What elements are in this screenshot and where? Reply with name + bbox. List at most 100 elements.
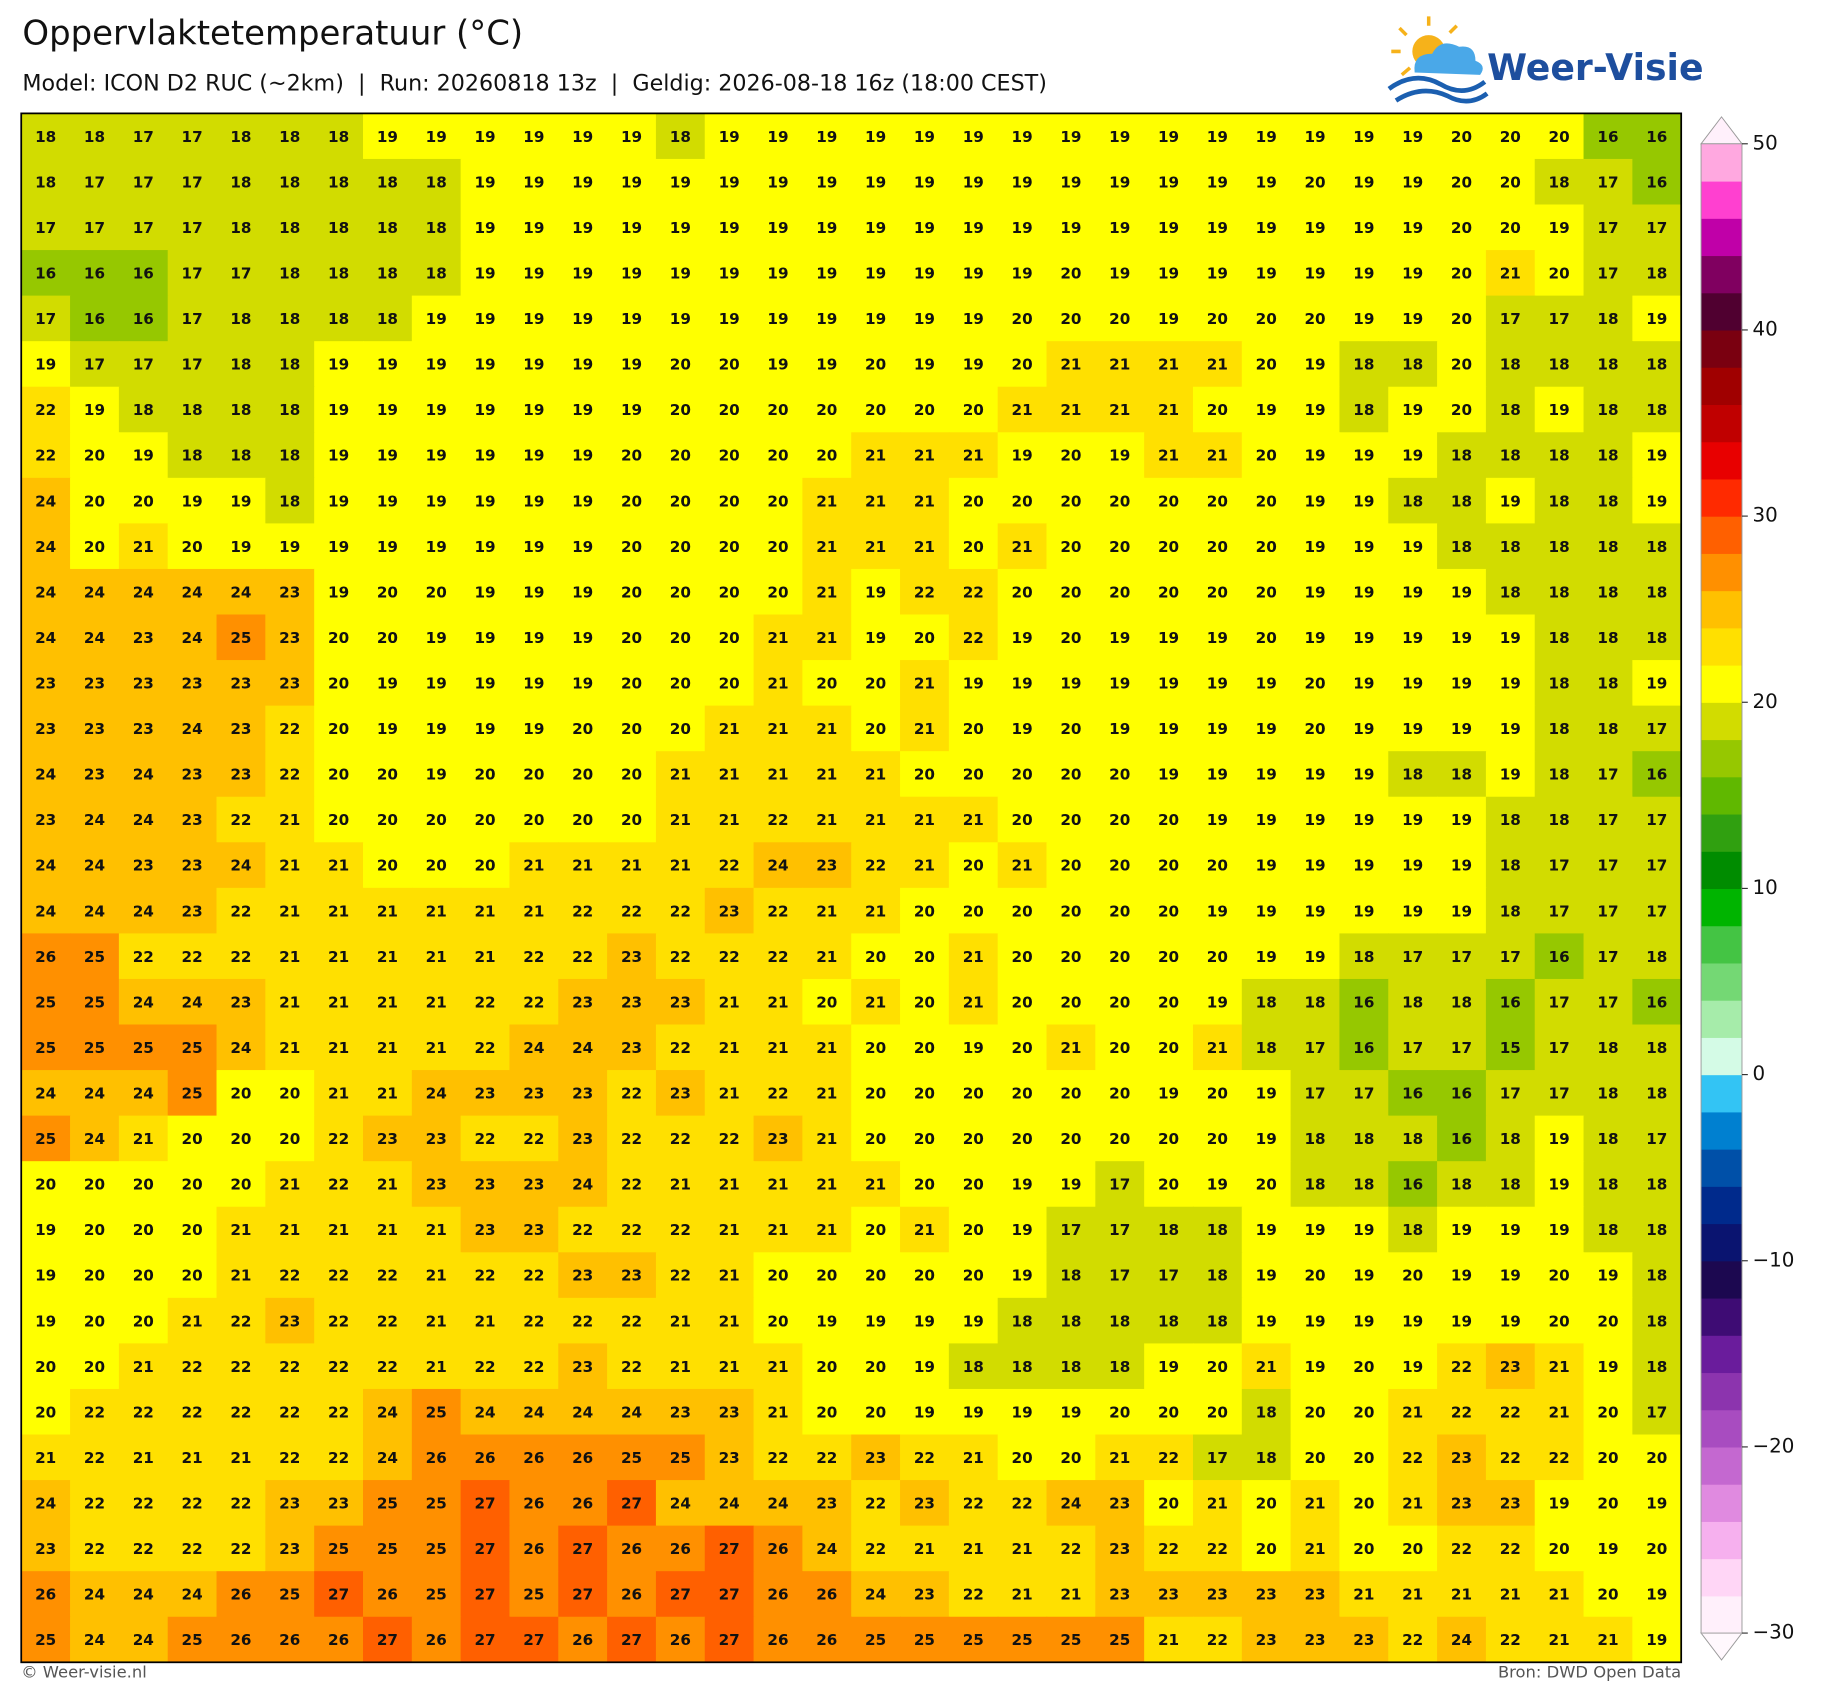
temperature-label: 21	[1256, 1358, 1277, 1376]
temperature-cell	[1192, 842, 1243, 889]
temperature-label: 20	[1256, 356, 1277, 374]
temperature-label: 19	[523, 583, 544, 601]
temperature-label: 25	[426, 1586, 447, 1604]
temperature-cell	[900, 568, 950, 616]
temperature-label: 21	[328, 1039, 349, 1057]
temperature-label: 19	[670, 310, 691, 328]
temperature-cell	[1388, 751, 1438, 798]
temperature-label: 19	[1304, 811, 1325, 829]
temperature-cell	[1095, 1388, 1145, 1436]
temperature-cell	[1095, 1525, 1145, 1572]
temperature-label: 20	[133, 492, 154, 510]
temperature-label: 20	[1158, 1176, 1179, 1194]
temperature-cell	[1437, 432, 1487, 479]
temperature-cell	[1046, 705, 1097, 752]
temperature-cell	[948, 295, 999, 342]
temperature-label: 20	[1109, 766, 1130, 784]
temperature-cell	[1632, 1161, 1682, 1208]
temperature-cell	[509, 1161, 559, 1208]
temperature-label: 20	[865, 1267, 886, 1285]
temperature-cell	[802, 477, 852, 525]
temperature-label: 20	[865, 1085, 886, 1103]
temperature-label: 21	[670, 1312, 691, 1330]
temperature-cell	[900, 1024, 950, 1071]
temperature-cell	[167, 1024, 218, 1071]
temperature-cell	[1290, 386, 1341, 433]
temperature-cell	[362, 978, 413, 1026]
temperature-cell	[1583, 1024, 1634, 1071]
temperature-cell	[1534, 432, 1585, 479]
temperature-label: 19	[1158, 629, 1179, 647]
temperature-label: 20	[767, 538, 788, 556]
temperature-cell	[411, 113, 462, 160]
temperature-cell	[948, 1206, 999, 1253]
temperature-label: 19	[963, 1039, 984, 1057]
temperature-cell	[1095, 1571, 1145, 1618]
temperature-cell	[1095, 568, 1145, 616]
temperature-label: 19	[1353, 857, 1374, 875]
temperature-label: 16	[1646, 173, 1667, 191]
temperature-cell	[655, 523, 706, 570]
temperature-label: 19	[572, 629, 593, 647]
temperature-label: 23	[182, 675, 203, 693]
temperature-label: 17	[1402, 1039, 1423, 1057]
temperature-label: 19	[1500, 720, 1521, 738]
temperature-cell	[216, 250, 267, 297]
temperature-label: 20	[914, 629, 935, 647]
temperature-label: 23	[35, 675, 56, 693]
temperature-cell	[948, 1434, 999, 1481]
temperature-label: 22	[279, 1267, 300, 1285]
temperature-label: 20	[1012, 1449, 1033, 1467]
temperature-label: 23	[523, 1085, 544, 1103]
temperature-cell	[21, 1525, 71, 1572]
temperature-cell	[558, 933, 608, 980]
temperature-label: 21	[279, 1176, 300, 1194]
temperature-label: 26	[670, 1540, 691, 1558]
temperature-label: 19	[426, 128, 447, 146]
temperature-label: 17	[1304, 1039, 1325, 1057]
temperature-cell	[118, 341, 169, 388]
temperature-cell	[1388, 1525, 1438, 1572]
temperature-cell	[997, 1070, 1048, 1117]
temperature-label: 19	[1402, 128, 1423, 146]
temperature-label: 26	[621, 1586, 642, 1604]
colorbar-tick-label: −30	[1753, 1621, 1795, 1644]
temperature-cell	[167, 386, 218, 433]
temperature-label: 19	[1646, 447, 1667, 465]
temperature-label: 21	[816, 1130, 837, 1148]
temperature-label: 21	[719, 766, 740, 784]
temperature-cell	[1534, 842, 1585, 889]
temperature-label: 19	[474, 492, 495, 510]
temperature-label: 20	[816, 675, 837, 693]
temperature-label: 22	[230, 1312, 251, 1330]
temperature-cell	[1046, 1206, 1097, 1253]
temperature-cell	[753, 933, 804, 980]
temperature-cell	[70, 432, 120, 479]
temperature-label: 21	[1158, 447, 1179, 465]
temperature-label: 22	[572, 1312, 593, 1330]
temperature-cell	[1485, 477, 1536, 525]
temperature-cell	[802, 1206, 852, 1253]
temperature-label: 23	[279, 629, 300, 647]
temperature-cell	[411, 751, 462, 798]
temperature-cell	[411, 1343, 462, 1390]
temperature-cell	[1095, 1434, 1145, 1481]
temperature-label: 23	[426, 1130, 447, 1148]
temperature-label: 20	[1012, 766, 1033, 784]
temperature-cell	[509, 796, 559, 843]
temperature-label: 22	[719, 948, 740, 966]
temperature-cell	[1339, 113, 1389, 160]
temperature-label: 18	[328, 219, 349, 237]
temperature-label: 19	[1256, 173, 1277, 191]
temperature-cell	[851, 523, 901, 570]
temperature-cell	[216, 1388, 267, 1436]
temperature-label: 19	[1256, 128, 1277, 146]
temperature-cell	[1192, 1252, 1243, 1299]
temperature-cell	[460, 386, 511, 433]
temperature-label: 20	[963, 857, 984, 875]
temperature-label: 19	[1207, 993, 1228, 1011]
temperature-cell	[1046, 751, 1097, 798]
temperature-cell	[118, 204, 169, 251]
temperature-cell	[509, 614, 559, 661]
temperature-label: 20	[1207, 857, 1228, 875]
